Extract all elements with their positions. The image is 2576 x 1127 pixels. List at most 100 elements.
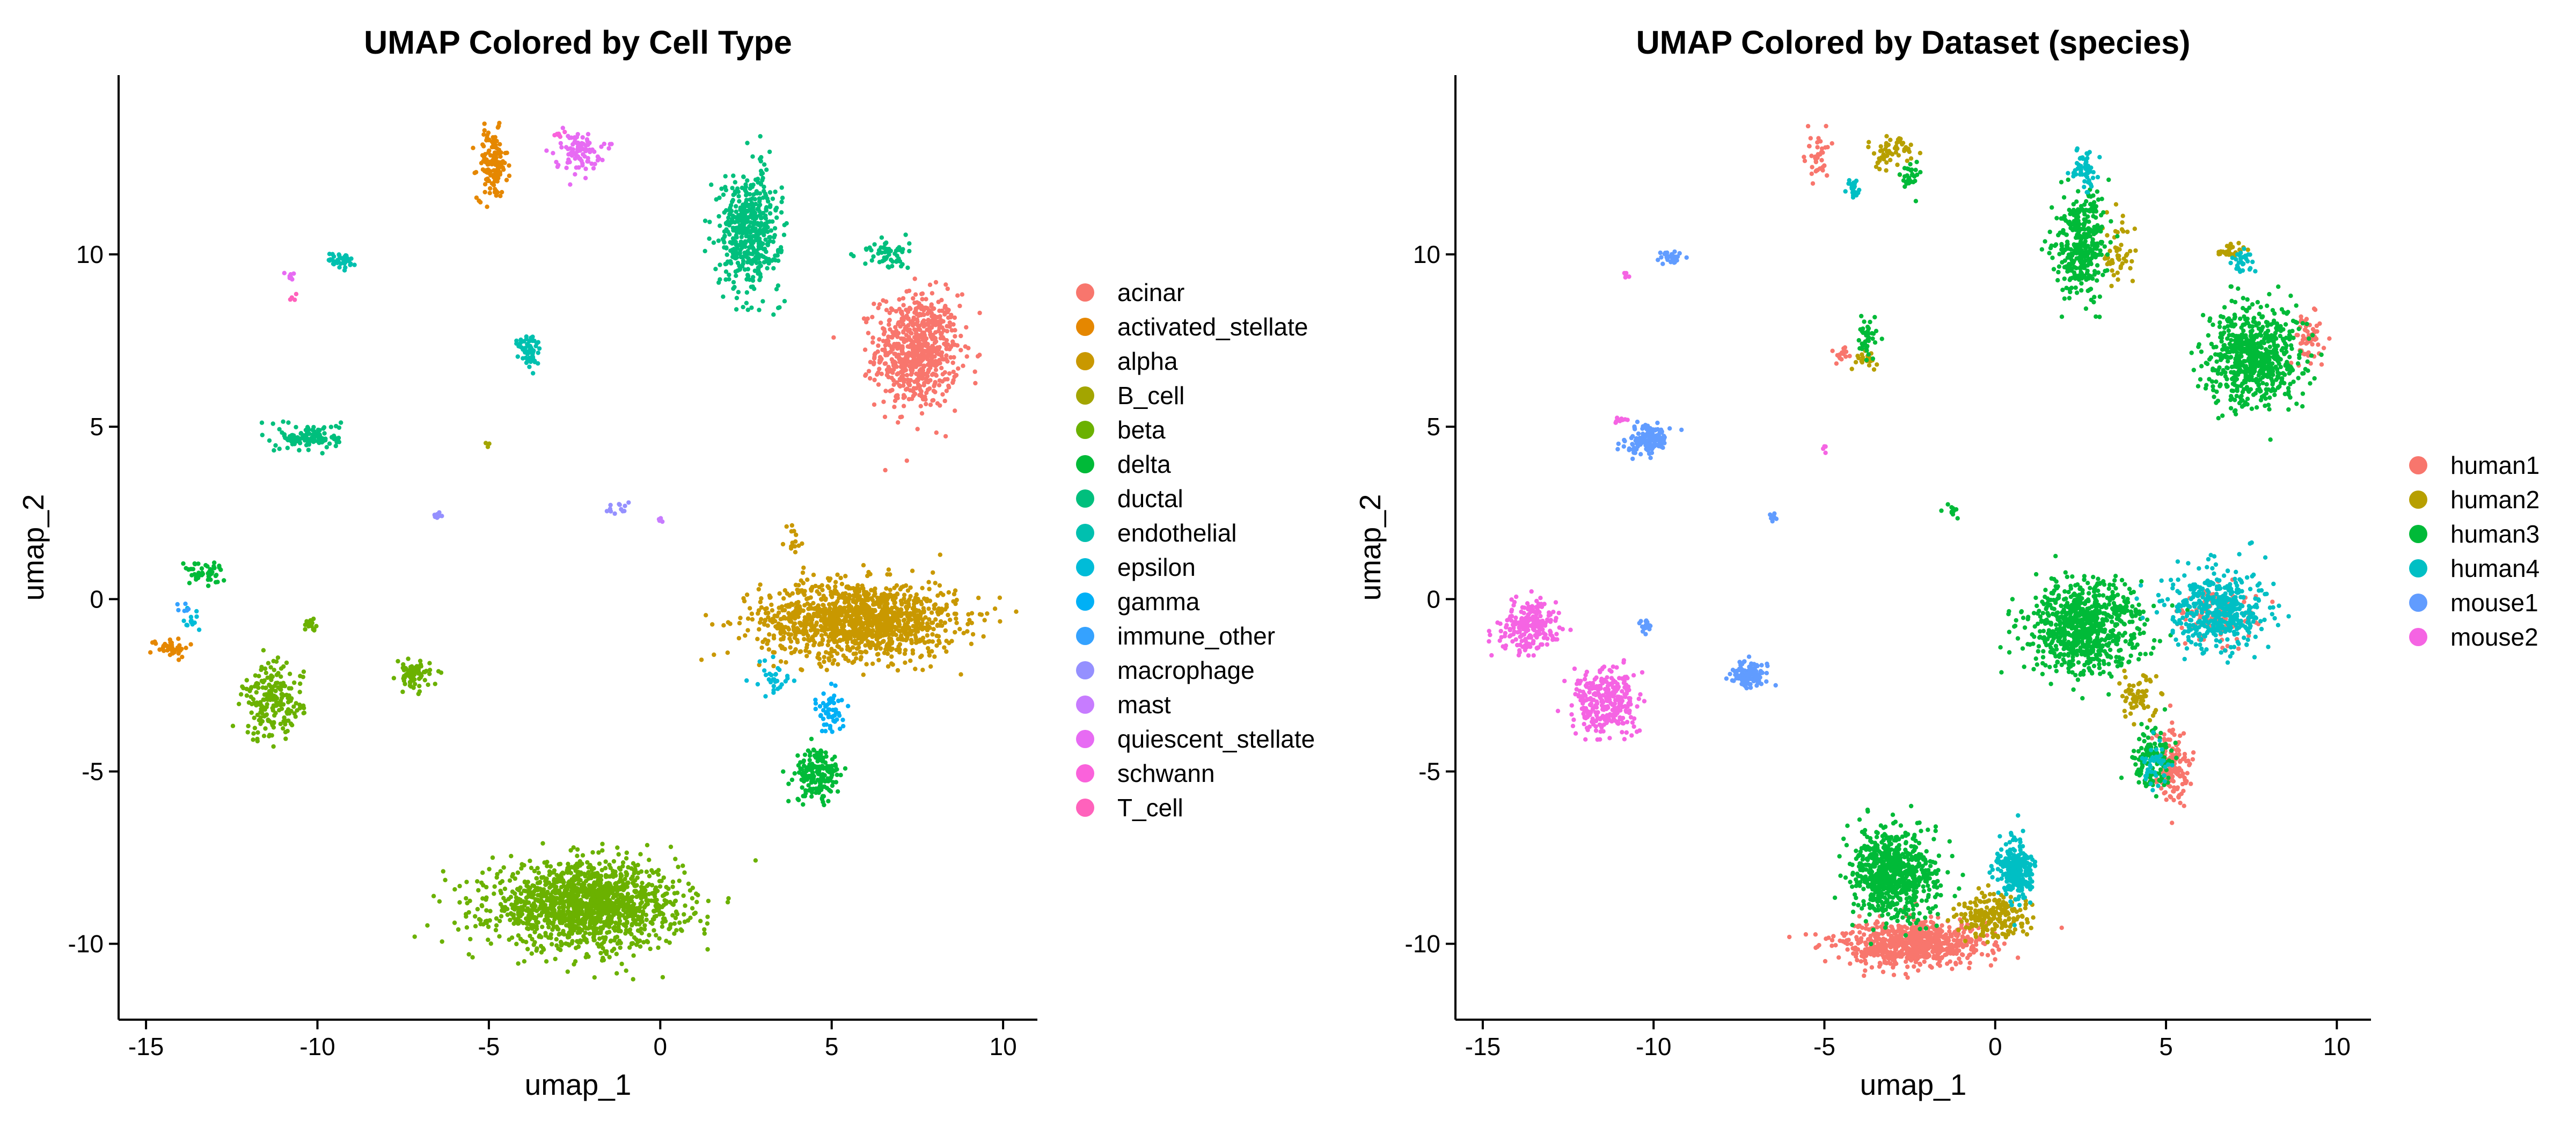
data-point (711, 240, 716, 245)
data-point (411, 674, 415, 679)
data-point (758, 181, 764, 186)
data-point (621, 898, 626, 903)
data-point (302, 435, 307, 440)
data-point (470, 955, 475, 960)
data-point (176, 636, 181, 641)
data-point (946, 612, 950, 618)
data-point (911, 624, 916, 628)
data-point (547, 873, 552, 877)
data-point (532, 360, 537, 364)
data-point (766, 639, 771, 643)
data-point (764, 167, 769, 172)
data-point (797, 649, 802, 654)
data-point (267, 734, 272, 739)
data-point (515, 354, 520, 359)
data-point (165, 648, 170, 653)
data-point (901, 396, 906, 400)
data-point (910, 568, 915, 573)
data-point (764, 606, 769, 611)
data-point (809, 736, 814, 742)
data-point (309, 619, 314, 625)
data-point (944, 353, 949, 358)
data-point (530, 355, 535, 360)
data-point (936, 328, 941, 334)
data-point (847, 620, 853, 625)
data-point (926, 624, 932, 629)
data-point (795, 753, 800, 758)
data-point (662, 916, 667, 921)
data-point (785, 591, 790, 596)
data-point (560, 919, 565, 924)
data-point (883, 619, 888, 624)
data-point (619, 961, 624, 967)
data-point (722, 233, 727, 238)
data-point (821, 603, 825, 608)
data-point (892, 352, 897, 356)
data-point (718, 223, 722, 228)
data-point (576, 920, 581, 925)
data-point (647, 858, 652, 862)
data-point (284, 660, 289, 665)
data-point (281, 719, 286, 724)
data-point (902, 592, 907, 597)
data-point (819, 597, 824, 602)
data-point (616, 926, 621, 931)
data-point (942, 645, 947, 650)
data-point (522, 959, 527, 964)
data-point (756, 608, 762, 613)
data-point (416, 691, 421, 697)
data-point (488, 909, 493, 913)
data-point (880, 621, 884, 627)
data-point (912, 327, 917, 332)
data-point (466, 910, 471, 915)
data-point (913, 379, 919, 384)
data-point (825, 609, 830, 613)
data-point (840, 624, 845, 629)
data-point (964, 354, 969, 359)
data-point (917, 333, 922, 338)
data-point (252, 726, 258, 730)
data-point (876, 624, 881, 629)
data-point (817, 606, 822, 612)
data-point (733, 220, 737, 225)
data-point (806, 748, 811, 753)
data-point (835, 620, 840, 626)
data-point (681, 893, 686, 898)
data-point (254, 690, 259, 695)
data-point (294, 425, 298, 430)
data-point (909, 360, 913, 365)
data-point (797, 588, 802, 593)
data-point (904, 289, 909, 294)
data-point (905, 357, 910, 362)
data-point (579, 910, 584, 916)
data-point (530, 936, 535, 942)
data-point (871, 254, 876, 259)
data-point (842, 605, 847, 610)
data-point (508, 895, 514, 899)
data-point (872, 356, 877, 361)
data-point (874, 646, 879, 652)
data-point (531, 348, 536, 353)
data-point (425, 923, 430, 928)
data-point (763, 237, 768, 242)
data-point (626, 865, 631, 870)
data-point (834, 608, 839, 613)
data-point (876, 382, 881, 387)
data-point (882, 610, 887, 616)
data-point (760, 299, 765, 304)
data-point (306, 448, 311, 452)
data-point (872, 634, 876, 639)
data-point (732, 215, 737, 219)
data-point (737, 223, 743, 228)
data-point (900, 250, 905, 254)
data-point (912, 310, 917, 315)
data-point (544, 959, 549, 964)
data-point (918, 638, 923, 643)
data-point (422, 678, 427, 683)
data-point (948, 314, 953, 320)
data-point (478, 918, 483, 923)
data-point (854, 586, 860, 590)
data-point (808, 595, 813, 600)
data-point (275, 680, 280, 685)
data-point (802, 589, 807, 594)
